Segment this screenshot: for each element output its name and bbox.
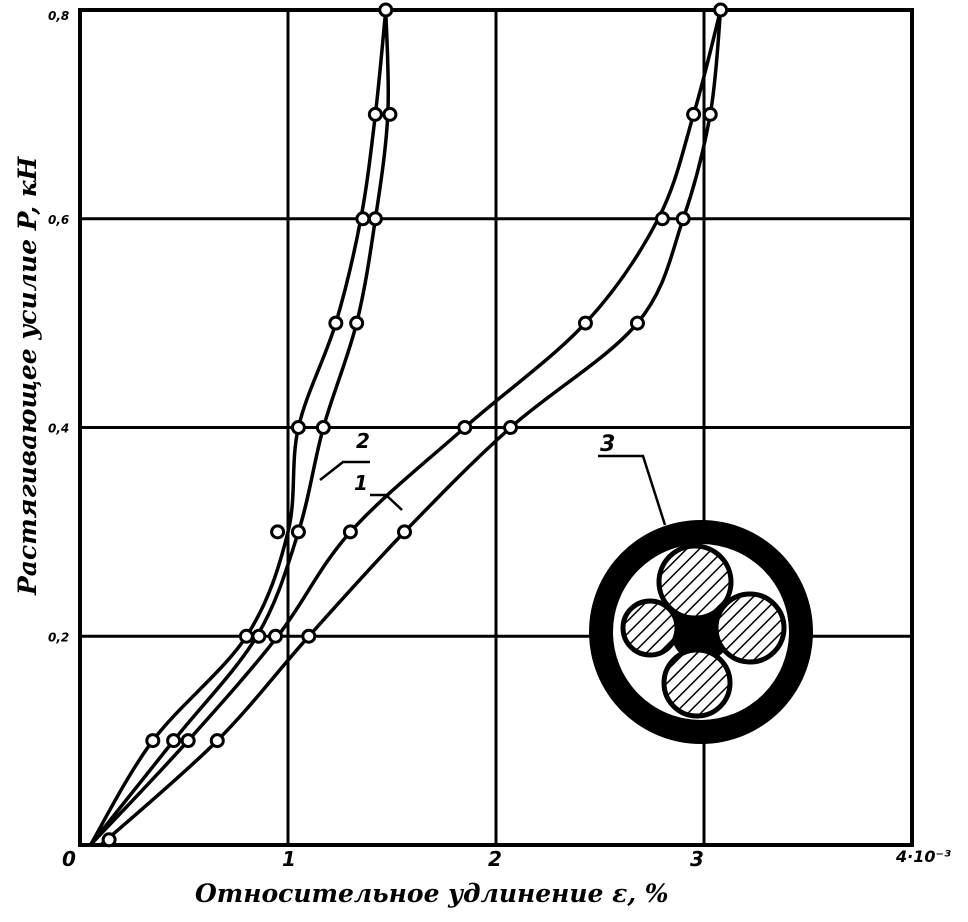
data-point-marker [367,211,383,227]
data-point-marker [290,524,306,540]
data-point-marker [675,211,691,227]
y-tick-label: 0,2 [48,630,69,644]
data-point-marker [101,832,117,848]
data-point-marker [349,315,365,331]
x-tick-label: 1 [282,847,296,871]
label-leader-1 [370,493,403,511]
data-point-marker [629,315,645,331]
data-point-marker [457,420,473,435]
y-tick-label: 0,6 [48,213,69,227]
data-point-marker [290,420,306,435]
cable-cross-section-illustration [589,520,813,744]
data-point-marker [503,420,519,435]
data-point-marker [209,733,225,749]
data-point-marker [355,211,371,227]
markers [101,2,729,848]
data-point-marker [382,106,398,122]
x-axis-label: Относительное удлинение ε, % [195,879,669,908]
label-leader-2 [319,460,370,481]
data-point-marker [238,628,254,644]
x-tick-label: 2 [488,847,502,871]
y-tick-label: 0,8 [48,9,69,23]
curve-series-line [99,8,723,847]
data-point-marker [268,628,284,644]
curve-label-2: 2 [356,429,370,453]
cable-strand-top [656,543,734,621]
y-tick-label: 0,4 [48,422,69,436]
data-point-marker [251,628,267,644]
data-point-marker [315,420,331,435]
data-point-marker [367,106,383,122]
data-point-marker [713,2,729,18]
data-point-marker [654,211,670,227]
data-point-marker [396,524,412,540]
data-point-marker [342,524,358,540]
cable-strand-bottom [661,647,733,719]
x-tick-label: 3 [690,847,704,871]
data-point-marker [180,733,196,749]
data-point-marker [686,106,702,122]
curve-label-1: 1 [354,471,368,495]
plot-frame [78,8,914,847]
y-axis-label: Растягивающее усилие P, кН [13,155,42,596]
data-point-marker [328,315,344,331]
data-point-marker [301,628,317,644]
x-tick-label: 0 [62,847,76,871]
cable-strand-left [620,598,680,658]
cable-strand-right [713,591,787,665]
label-leader-3 [598,454,667,526]
data-point-marker [145,733,161,749]
data-point-marker [166,733,182,749]
curve-label-3: 3 [600,432,615,457]
x-tick-label: 4·10⁻³ [895,847,951,866]
data-point-marker [702,106,718,122]
data-point-marker [577,315,593,331]
data-point-marker [378,2,394,18]
plot-border [78,8,914,847]
data-point-marker [270,524,286,540]
